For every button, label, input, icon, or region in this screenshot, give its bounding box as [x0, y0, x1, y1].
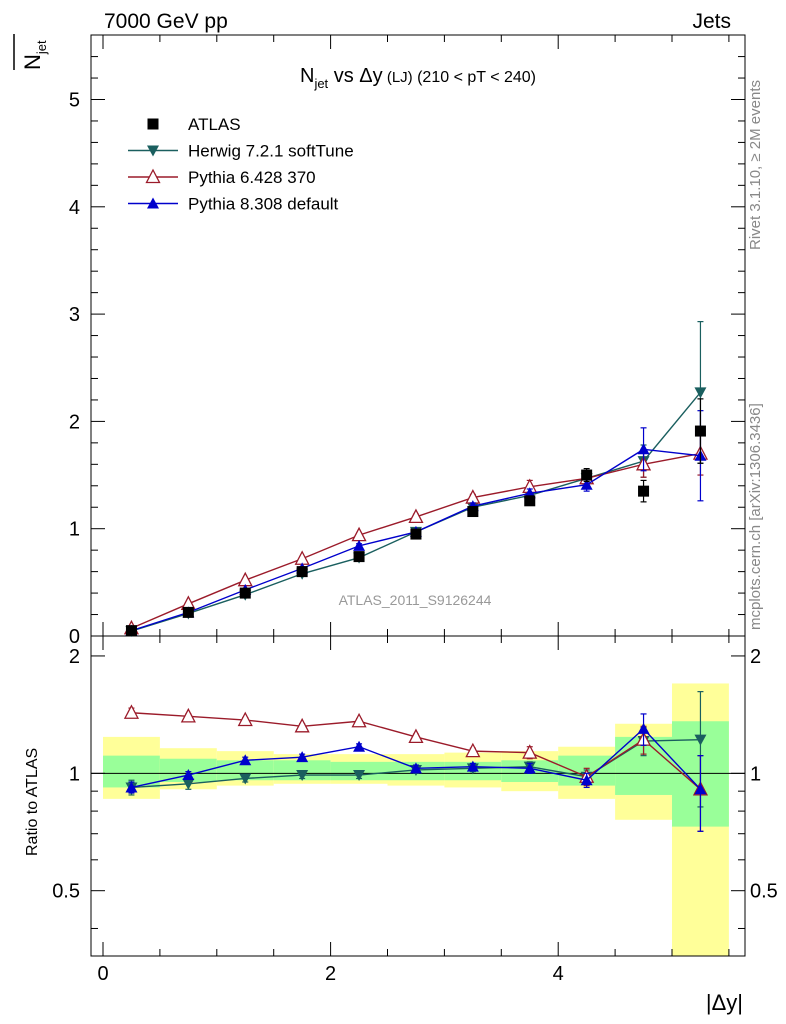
ratio-panel-frame [90, 635, 746, 957]
x-axis-label: |Δy| [706, 990, 743, 1015]
point-atlas [638, 485, 650, 497]
legend-marker-herwig-7-2-1-softtune [147, 145, 159, 157]
point-atlas [125, 625, 137, 637]
ratio-point-pythia-6-428-370 [408, 728, 424, 744]
ratio-point-herwig-7-2-1-softtune [353, 770, 366, 782]
point-pythia-8-308-default [580, 478, 593, 490]
ratio-tick-label-left: 0.5 [52, 881, 80, 903]
ratio-point-pythia-8-308-default [466, 760, 479, 772]
x-tick-label: 0 [97, 963, 108, 985]
y-tick-label: 2 [69, 411, 80, 433]
point-pythia-6-428-370 [294, 550, 310, 565]
point-atlas [296, 566, 308, 578]
ratio-point-herwig-7-2-1-softtune [239, 773, 252, 785]
y-tick-label: 5 [69, 90, 80, 112]
y-tick-label: 1 [69, 519, 80, 541]
point-atlas [182, 606, 194, 618]
point-pythia-6-428-370 [237, 571, 253, 587]
ratio-point-pythia-8-308-default [580, 774, 593, 786]
ratio-point-pythia-6-428-370 [123, 704, 140, 719]
ratio-point-pythia-8-308-default [239, 754, 252, 766]
ratio-point-pythia-6-428-370 [180, 707, 196, 723]
point-herwig-7-2-1-softtune [694, 387, 707, 399]
point-atlas [581, 469, 593, 481]
ratio-axis-label: Ratio to ATLAS [24, 748, 41, 856]
ratio-bands [103, 683, 729, 956]
x-tick-label: 2 [325, 963, 336, 985]
analysis-id-label: ATLAS_2011_S9126244 [339, 592, 492, 608]
x-tick-label: 4 [553, 963, 564, 985]
ratio-point-herwig-7-2-1-softtune [296, 770, 309, 782]
legend-label-pythia-8-308-default: Pythia 8.308 default [188, 195, 339, 214]
main-panel-series [123, 321, 709, 638]
ratio-tick-label-right: 2 [750, 646, 761, 668]
ratio-point-pythia-8-308-default [694, 783, 707, 795]
point-atlas [410, 528, 422, 540]
ratio-point-pythia-6-428-370 [465, 742, 481, 758]
ratio-panel-series [123, 691, 709, 832]
band-inner-2 [216, 760, 274, 781]
y-tick-label: 0 [69, 626, 80, 648]
ratio-point-pythia-8-308-default [409, 762, 422, 774]
ratio-tick-label-right: 0.5 [750, 881, 778, 903]
chart-title: Njet vs Δy (LJ) (210 < pT < 240) [300, 65, 536, 91]
header-left-label: 7000 GeV pp [104, 10, 228, 33]
point-pythia-8-308-default [637, 443, 650, 455]
ratio-point-pythia-8-308-default [523, 762, 536, 774]
ratio-point-herwig-7-2-1-softtune [694, 734, 707, 746]
ratio-tick-label-right: 1 [750, 763, 761, 785]
ratio-point-pythia-6-428-370 [237, 711, 253, 727]
ratio-point-pythia-8-308-default [125, 781, 138, 793]
legend-label-pythia-6-428-370: Pythia 6.428 370 [188, 168, 316, 187]
ratio-point-pythia-8-308-default [637, 722, 650, 734]
legend-label-atlas: ATLAS [188, 115, 241, 134]
ratio-point-pythia-6-428-370 [351, 712, 367, 728]
ratio-point-herwig-7-2-1-softtune [182, 778, 195, 790]
ratio-point-pythia-8-308-default [182, 769, 195, 781]
legend-marker-pythia-8-308-default [147, 197, 159, 209]
legend: ATLAS Herwig 7.2.1 softTune Pythia 6.428 3… [128, 115, 354, 214]
point-pythia-8-308-default [353, 539, 366, 551]
ratio-point-pythia-8-308-default [296, 751, 309, 763]
y-tick-label: 3 [69, 304, 80, 326]
y-tick-label: 4 [69, 197, 80, 219]
legend-marker-atlas [147, 118, 159, 130]
point-atlas [239, 587, 251, 599]
y-axis-label: Njet [20, 40, 49, 70]
point-atlas [694, 425, 706, 437]
legend-marker-pythia-6-428-370 [145, 168, 161, 184]
ratio-tick-label-left: 2 [69, 646, 80, 668]
axis-ticks [91, 35, 745, 956]
ratio-point-pythia-6-428-370 [294, 717, 310, 733]
point-atlas [353, 551, 365, 563]
ratio-point-pythia-6-428-370 [522, 744, 538, 759]
header-right-label: Jets [692, 10, 731, 33]
point-atlas [524, 495, 536, 507]
legend-label-herwig-7-2-1-softtune: Herwig 7.2.1 softTune [188, 142, 354, 161]
side-label-rivet: Rivet 3.1.10, ≥ 2M events [747, 80, 764, 250]
point-pythia-6-428-370 [408, 508, 424, 524]
point-atlas [467, 506, 479, 518]
side-label-mcplots: mcplots.cern.ch [arXiv:1306.3436] [747, 403, 764, 630]
ratio-tick-label-left: 1 [69, 763, 80, 785]
ratio-point-pythia-8-308-default [353, 740, 366, 752]
